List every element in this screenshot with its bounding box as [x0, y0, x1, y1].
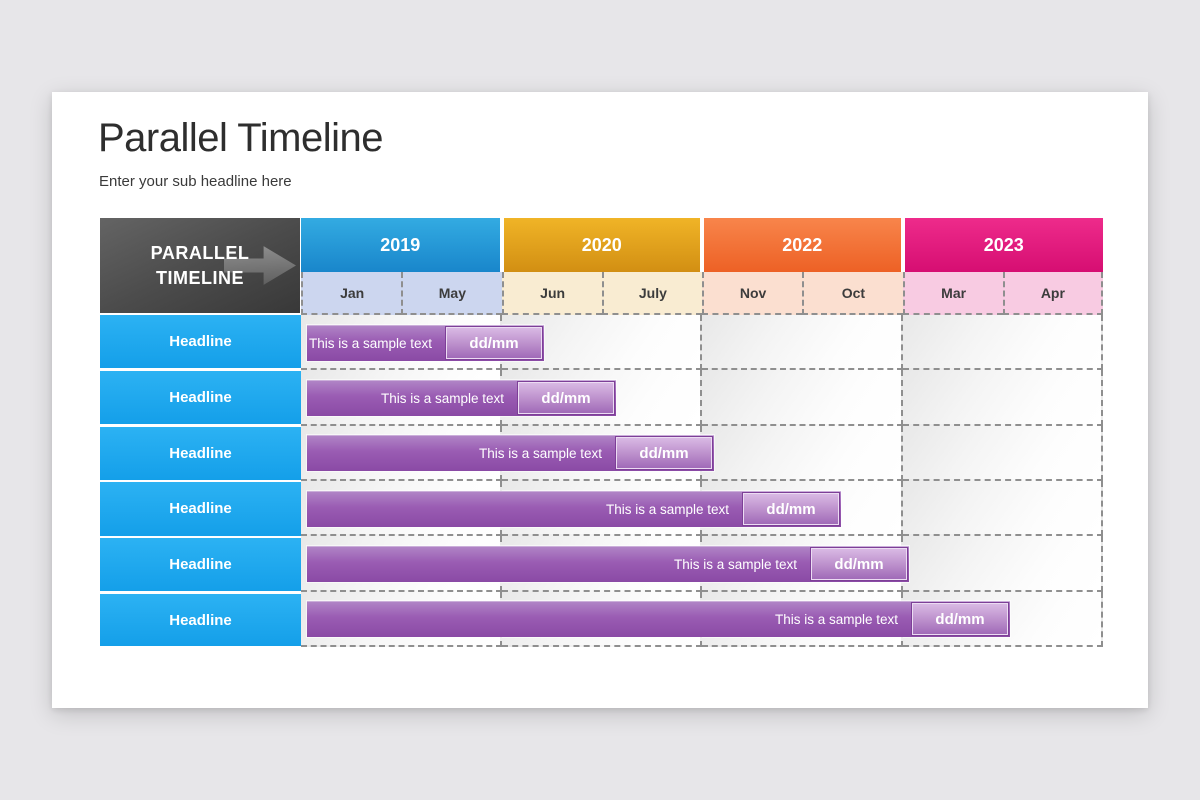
- slide-card: Parallel Timeline Enter your sub headlin…: [52, 92, 1148, 708]
- corner-title-line2: TIMELINE: [155, 267, 244, 288]
- grid-cell: [301, 480, 502, 537]
- year-header-2023: 2023: [904, 218, 1103, 272]
- grid-cell: [501, 370, 702, 426]
- headline-cell: Headline: [100, 315, 301, 369]
- grid-cell: [702, 315, 903, 371]
- month-cell-may: May: [401, 272, 502, 315]
- month-cell-jan: Jan: [301, 272, 402, 315]
- grid-cell: [501, 315, 702, 371]
- headline-cell: Headline: [100, 593, 301, 647]
- year-header-2022: 2022: [704, 218, 901, 272]
- grid-cell: [902, 425, 1103, 481]
- headline-cell: Headline: [100, 482, 301, 536]
- headline-column: Headline Headline Headline Headline Head…: [100, 315, 301, 647]
- timeline-body: Headline Headline Headline Headline Head…: [100, 315, 1103, 647]
- grid-cell: [702, 480, 903, 537]
- parallel-timeline-table: PARALLEL TIMELINE 2019 2020 2022 2023 Ja…: [100, 218, 1103, 647]
- grid-cell: [301, 591, 502, 647]
- grid-cell: [301, 536, 502, 592]
- month-cell-oct: Oct: [802, 272, 903, 315]
- year-label: 2022: [782, 234, 823, 255]
- grid-cell: [501, 480, 702, 537]
- grid-cell: [902, 315, 1103, 371]
- grid-cell: [501, 425, 702, 481]
- headline-cell: Headline: [100, 370, 301, 424]
- grid-cell: [301, 315, 502, 371]
- grid-cell: [702, 370, 903, 426]
- timeline-corner-header: PARALLEL TIMELINE: [100, 218, 300, 313]
- year-header-2020: 2020: [503, 218, 700, 272]
- year-label: 2020: [581, 234, 622, 255]
- grid-cell: [702, 425, 903, 481]
- grid-cell: [501, 591, 702, 647]
- headline-cell: Headline: [100, 426, 301, 480]
- month-cell-july: July: [601, 272, 702, 315]
- timeline-header: PARALLEL TIMELINE 2019 2020 2022 2023 Ja…: [100, 218, 1103, 315]
- year-header-2019: 2019: [301, 218, 500, 272]
- grid-cell: [702, 536, 903, 592]
- headline-cell: Headline: [100, 538, 301, 592]
- month-cell-nov: Nov: [702, 272, 803, 315]
- corner-title-line1: PARALLEL: [150, 243, 250, 264]
- corner-title: PARALLEL TIMELINE: [151, 241, 250, 290]
- timeline-grid: This is a sample text dd/mm This is a sa…: [301, 315, 1103, 647]
- page-subtitle: Enter your sub headline here: [99, 173, 292, 190]
- grid-cell: [301, 425, 502, 481]
- month-cell-apr: Apr: [1002, 272, 1103, 315]
- grid-cell: [902, 591, 1103, 647]
- grid-cell: [301, 370, 502, 426]
- grid-cell: [902, 480, 1103, 537]
- year-label: 2019: [380, 234, 421, 255]
- year-label: 2023: [983, 234, 1024, 255]
- grid-cell: [902, 536, 1103, 592]
- grid-cell: [902, 370, 1103, 426]
- page-title: Parallel Timeline: [98, 116, 383, 160]
- month-cell-jun: Jun: [501, 272, 602, 315]
- grid-cell: [501, 536, 702, 592]
- grid-cell: [702, 591, 903, 647]
- month-cell-mar: Mar: [902, 272, 1003, 315]
